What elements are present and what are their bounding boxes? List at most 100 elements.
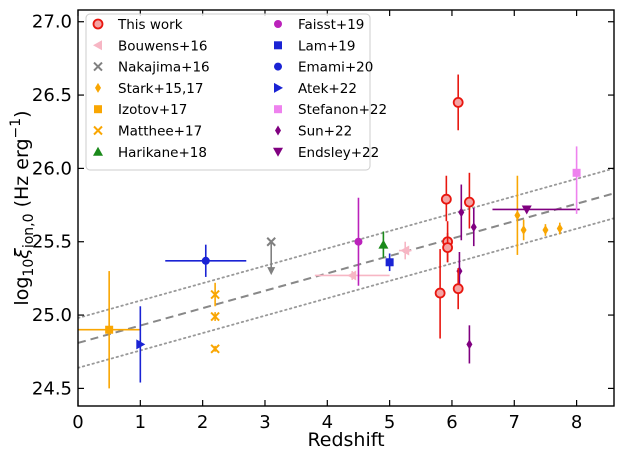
marker-sun-22: [458, 207, 465, 218]
x-tick-label: 3: [259, 412, 270, 433]
x-tick-label: 6: [446, 412, 457, 433]
x-tick-label: 2: [197, 412, 208, 433]
legend-item-faisst-19: Faisst+19: [274, 17, 364, 33]
legend-item-nakajima-16: Nakajima+16: [93, 60, 210, 76]
legend-marker-this-work: [92, 18, 104, 30]
legend-marker-emami-20: [274, 62, 282, 71]
series-stark-15-17: [514, 175, 563, 255]
legend-marker-endsley-22: [273, 147, 283, 157]
marker-stark-15-17: [520, 225, 527, 235]
legend-label-stefanon-22: Stefanon+22: [298, 102, 387, 118]
marker-this-work: [442, 242, 453, 254]
marker-nakajima-16: [266, 237, 276, 247]
series-harikane-18: [378, 231, 389, 258]
marker-this-work: [464, 196, 475, 208]
marker-harikane-18: [378, 239, 389, 249]
legend-label-matthee-17: Matthee+17: [118, 124, 202, 140]
x-tick-label: 5: [384, 412, 395, 433]
series-nakajima-16: [266, 237, 276, 276]
marker-endsley-22: [521, 205, 532, 215]
series-matthee-17: [210, 282, 220, 354]
legend-item-atek-22: Atek+22: [274, 81, 357, 97]
legend-item-stark-15-17: Stark+15,17: [95, 81, 203, 97]
y-tick-label: 24.5: [32, 378, 72, 399]
x-tick-label: 0: [72, 412, 83, 433]
series-lam-19: [385, 253, 394, 272]
legend-label-stark-15-17: Stark+15,17: [118, 81, 203, 97]
marker-stefanon-22: [572, 168, 581, 177]
legend-item-endsley-22: Endsley+22: [273, 145, 379, 161]
marker-stark-15-17: [556, 223, 563, 234]
marker-bouwens-16: [347, 270, 357, 281]
legend: This work Bouwens+16 Nakajima+16 Stark+15,1…: [85, 13, 387, 171]
marker-this-work: [434, 287, 446, 299]
marker-sun-22: [466, 339, 473, 350]
marker-this-work: [452, 283, 464, 295]
series-faisst-19: [354, 197, 363, 286]
marker-matthee-17: [210, 311, 220, 322]
marker-matthee-17: [210, 289, 220, 300]
series-atek-22: [136, 306, 146, 383]
legend-marker-izotov-17: [94, 105, 102, 114]
legend-label-this-work: This work: [117, 17, 183, 33]
x-tick-label: 1: [135, 412, 146, 433]
series-endsley-22: [492, 205, 580, 215]
legend-label-harikane-18: Harikane+18: [118, 145, 207, 161]
y-tick-label: 26.5: [32, 85, 72, 106]
legend-marker-stefanon-22: [274, 105, 282, 114]
marker-matthee-17: [210, 344, 220, 354]
marker-emami-20: [201, 256, 210, 265]
marker-this-work: [440, 193, 452, 205]
legend-label-bouwens-16: Bouwens+16: [118, 38, 208, 54]
x-tick-label: 4: [322, 412, 333, 433]
marker-stark-15-17: [542, 225, 549, 235]
legend-item-emami-20: Emami+20: [274, 60, 373, 76]
legend-item-lam-19: Lam+19: [274, 38, 355, 54]
series-stefanon-22: [572, 146, 581, 214]
y-tick-label: 27.0: [32, 12, 72, 33]
legend-label-faisst-19: Faisst+19: [298, 17, 364, 33]
legend-label-izotov-17: Izotov+17: [118, 102, 187, 118]
marker-atek-22: [136, 339, 146, 350]
fit-lines: [78, 167, 614, 369]
series-emami-20: [165, 244, 247, 277]
data-points: [78, 74, 581, 389]
y-tick-label: 25.0: [32, 305, 72, 326]
series-this-work: [434, 74, 475, 339]
plot-frame: [77, 9, 615, 407]
legend-marker-atek-22: [274, 82, 283, 93]
limit-arrow-head: [267, 267, 276, 276]
marker-bouwens-16: [400, 245, 410, 256]
marker-this-work: [452, 97, 464, 108]
legend-label-sun-22: Sun+22: [298, 124, 352, 140]
legend-item-bouwens-16: Bouwens+16: [93, 38, 208, 54]
x-tick-label: 7: [509, 412, 520, 433]
legend-marker-bouwens-16: [93, 40, 102, 51]
legend-item-izotov-17: Izotov+17: [94, 102, 187, 118]
series-izotov-17: [78, 271, 141, 389]
x-axis-label: Redshift: [307, 429, 384, 451]
legend-item-harikane-18: Harikane+18: [93, 145, 207, 161]
series-sun-22: [456, 184, 477, 364]
marker-sun-22: [470, 222, 477, 233]
marker-lam-19: [385, 258, 394, 267]
legend-marker-stark-15-17: [95, 82, 101, 93]
legend-label-emami-20: Emami+20: [298, 60, 373, 76]
marker-izotov-17: [105, 325, 114, 334]
legend-label-endsley-22: Endsley+22: [298, 145, 379, 161]
fit-line-best-fit: [78, 192, 614, 344]
marker-stark-15-17: [514, 210, 521, 221]
legend-marker-faisst-19: [274, 20, 282, 28]
x-tick-label: 8: [571, 412, 582, 433]
legend-marker-nakajima-16: [93, 61, 103, 72]
legend-label-lam-19: Lam+19: [298, 38, 355, 54]
legend-item-this-work: This work: [92, 17, 183, 33]
legend-marker-harikane-18: [93, 146, 103, 156]
legend-label-atek-22: Atek+22: [298, 81, 357, 97]
legend-item-sun-22: Sun+22: [275, 124, 352, 140]
y-axis-label: log10ξion,0 (Hz erg−1): [8, 110, 37, 305]
legend-label-nakajima-16: Nakajima+16: [118, 60, 210, 76]
legend-marker-sun-22: [275, 125, 281, 136]
series-bouwens-16: [314, 241, 412, 281]
